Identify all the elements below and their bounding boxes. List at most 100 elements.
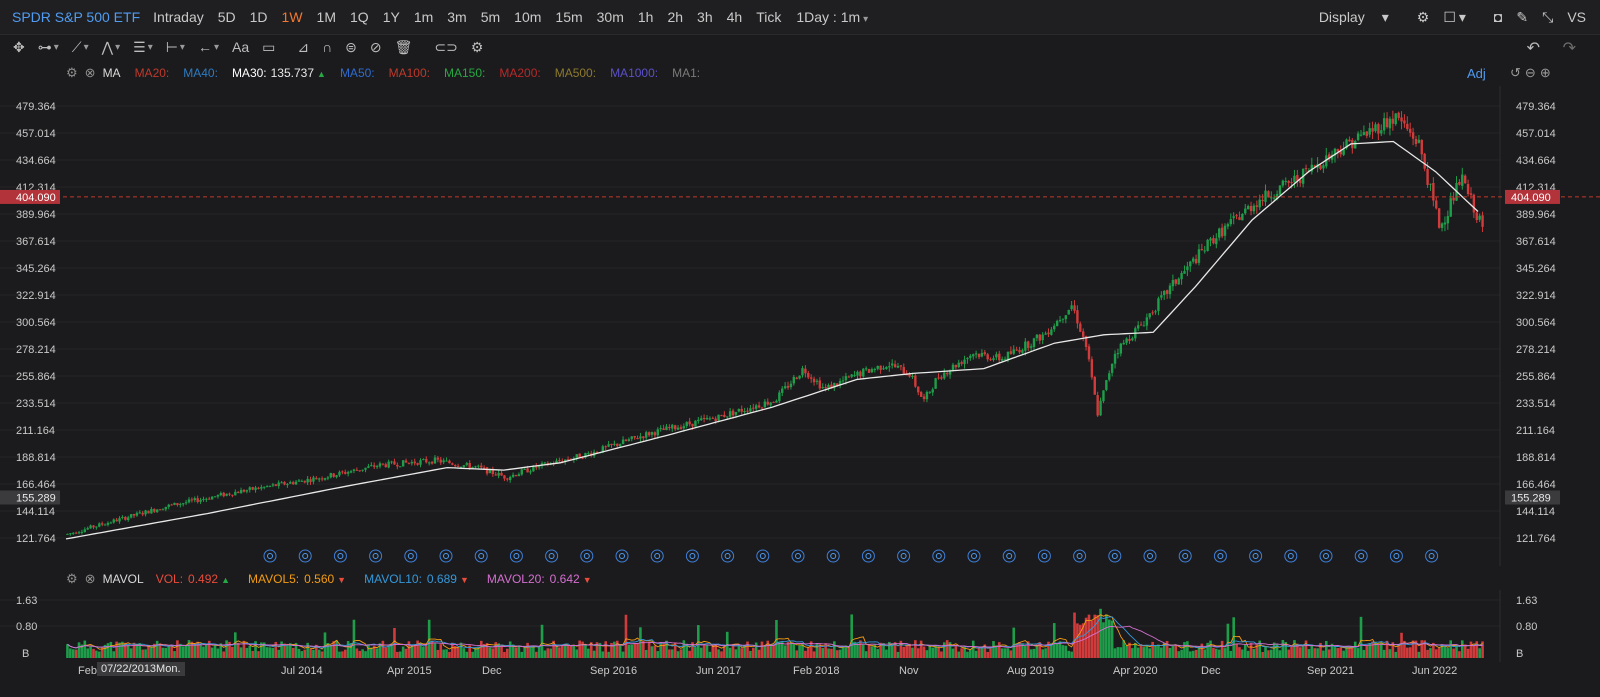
camera-icon[interactable]: ◘ <box>1493 9 1503 25</box>
arrow-tool-icon[interactable]: ← ▾ <box>197 39 219 55</box>
pencil-icon[interactable]: ✎ <box>1516 8 1529 25</box>
event-marker-icon[interactable] <box>1389 549 1403 563</box>
comment-tool-icon[interactable]: ▭ <box>262 38 276 55</box>
event-marker-icon[interactable] <box>509 549 523 563</box>
event-marker-dot <box>654 553 661 559</box>
event-marker-icon[interactable] <box>1037 549 1051 563</box>
volume-bar <box>615 640 619 658</box>
event-marker-icon[interactable] <box>861 549 875 563</box>
event-marker-icon[interactable] <box>298 549 312 563</box>
zoom-in-icon[interactable]: ⊕ <box>1539 65 1555 80</box>
period-3m[interactable]: 3m <box>447 9 467 25</box>
period-5m[interactable]: 5m <box>480 9 501 25</box>
event-marker-icon[interactable] <box>1002 549 1016 563</box>
period-1w[interactable]: 1W <box>281 9 303 25</box>
event-marker-icon[interactable] <box>685 549 699 563</box>
symbol-name[interactable]: SPDR S&P 500 ETF <box>12 9 141 25</box>
period-2h[interactable]: 2h <box>667 9 684 25</box>
event-marker-icon[interactable] <box>791 549 805 563</box>
indicator-close-icon[interactable]: ⊗ <box>84 65 96 80</box>
ruler-icon[interactable]: ⊿ <box>297 38 310 55</box>
event-marker-icon[interactable] <box>1143 549 1157 563</box>
event-marker-icon[interactable] <box>474 549 488 563</box>
fullscreen-icon[interactable]: ⤡ <box>1542 8 1554 25</box>
period-3h[interactable]: 3h <box>697 9 713 25</box>
redo-icon[interactable]: ↷ <box>1562 40 1576 57</box>
event-marker-icon[interactable] <box>826 549 840 563</box>
volume-bar <box>613 641 616 658</box>
vol-indicator-name: MAVOL <box>102 572 144 586</box>
magnet-icon[interactable]: ∩ <box>322 39 333 55</box>
candle-body <box>948 370 952 375</box>
volume-bar <box>268 647 272 658</box>
event-marker-icon[interactable] <box>580 549 594 563</box>
period-1m[interactable]: 1M <box>316 9 336 25</box>
event-marker-icon[interactable] <box>1425 549 1439 563</box>
vs-button[interactable]: VS <box>1567 9 1586 25</box>
trash-icon[interactable]: 🗑 <box>394 38 413 55</box>
event-marker-icon[interactable] <box>1249 549 1263 563</box>
zoom-out-icon[interactable]: ⊖ <box>1524 65 1540 80</box>
pattern-tool-icon[interactable]: ⋀ ▾ <box>101 38 121 55</box>
event-marker-icon[interactable] <box>439 549 453 563</box>
volume-bar <box>1081 623 1085 658</box>
period-1y[interactable]: 1Y <box>382 9 400 25</box>
event-marker-icon[interactable] <box>650 549 664 563</box>
event-marker-icon[interactable] <box>967 549 981 563</box>
event-marker-icon[interactable] <box>615 549 629 563</box>
indicator-settings-icon[interactable]: ⚙ <box>66 65 78 80</box>
volume-chart[interactable]: 1.63 1.63 0.80 0.80 B B <box>0 590 1600 662</box>
period-30m[interactable]: 30m <box>596 9 624 25</box>
event-marker-dot <box>1217 553 1224 559</box>
undo-icon[interactable]: ↶ <box>1526 40 1540 57</box>
period-1m[interactable]: 1m <box>413 9 434 25</box>
display-dropdown[interactable]: Display ▾ <box>1319 9 1403 26</box>
period-15m[interactable]: 15m <box>555 9 583 25</box>
price-chart[interactable]: 479.364 479.364 457.014 457.014 434.664 434.6… <box>0 86 1600 566</box>
period-1h[interactable]: 1h <box>637 9 654 25</box>
event-marker-icon[interactable] <box>756 549 770 563</box>
period-1q[interactable]: 1Q <box>350 9 369 25</box>
period-intraday[interactable]: Intraday <box>153 9 204 25</box>
hide-icon[interactable]: ⊘ <box>369 38 382 55</box>
event-marker-icon[interactable] <box>1108 549 1122 563</box>
event-marker-icon[interactable] <box>721 549 735 563</box>
event-marker-icon[interactable] <box>1213 549 1227 563</box>
period-10m[interactable]: 10m <box>514 9 542 25</box>
move-icon[interactable]: ✥ <box>13 38 25 55</box>
event-marker-icon[interactable] <box>1319 549 1333 563</box>
event-marker-icon[interactable] <box>1073 549 1087 563</box>
event-marker-icon[interactable] <box>1178 549 1192 563</box>
event-marker-icon[interactable] <box>333 549 347 563</box>
period-tick[interactable]: Tick <box>756 9 782 25</box>
volume-bar <box>902 646 906 658</box>
candle-body <box>1055 320 1059 327</box>
period-4h[interactable]: 4h <box>726 9 743 25</box>
event-marker-icon[interactable] <box>263 549 277 563</box>
volume-bar <box>627 644 631 658</box>
fib-tool-icon[interactable]: ☰ ▾ <box>133 38 153 55</box>
event-marker-icon[interactable] <box>1284 549 1298 563</box>
reset-icon[interactable]: ↺ <box>1510 65 1525 80</box>
channel-tool-icon[interactable]: ⟋ ▾ <box>71 38 89 55</box>
event-marker-icon[interactable] <box>369 549 383 563</box>
settings-icon[interactable]: ⚙ <box>1416 8 1430 25</box>
event-marker-icon[interactable] <box>897 549 911 563</box>
indicator-settings-icon[interactable]: ⚙ <box>66 571 78 586</box>
interval-dropdown[interactable]: 1Day : 1m ▾ <box>796 9 868 25</box>
tool-settings-icon[interactable]: ⚙ <box>470 38 484 55</box>
event-marker-icon[interactable] <box>545 549 559 563</box>
link-icon[interactable]: ⊂⊃ <box>434 38 458 55</box>
indicator-close-icon[interactable]: ⊗ <box>84 571 96 586</box>
line-tool-icon[interactable]: ⊶ ▾ <box>37 38 59 55</box>
event-marker-icon[interactable] <box>1354 549 1368 563</box>
event-marker-icon[interactable] <box>932 549 946 563</box>
adj-toggle[interactable]: Adj <box>1467 66 1486 81</box>
period-1d[interactable]: 1D <box>249 9 268 25</box>
measure-tool-icon[interactable]: ⊢ ▾ <box>165 38 185 55</box>
period-5d[interactable]: 5D <box>217 9 236 25</box>
text-tool-icon[interactable]: Aa <box>231 39 250 55</box>
layout-icon[interactable]: ☐ ▾ <box>1443 8 1466 25</box>
lock-icon[interactable]: ⊜ <box>345 38 357 55</box>
event-marker-icon[interactable] <box>404 549 418 563</box>
